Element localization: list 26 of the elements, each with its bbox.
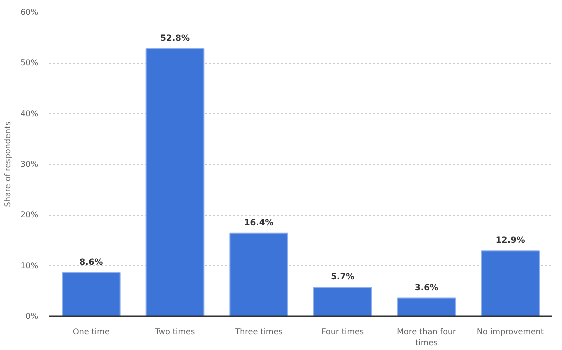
y-tick-label: 10% bbox=[20, 261, 39, 270]
data-label: 16.4% bbox=[244, 218, 274, 228]
bar bbox=[481, 250, 540, 316]
x-tick-label: No improvement bbox=[477, 328, 544, 336]
y-tick-label: 50% bbox=[20, 58, 39, 68]
x-tick-label: More than four times bbox=[397, 328, 458, 348]
y-tick-label: 20% bbox=[20, 210, 39, 220]
bar bbox=[146, 48, 205, 316]
y-tick-label: 0% bbox=[26, 312, 39, 321]
bar bbox=[230, 232, 289, 316]
data-label: 5.7% bbox=[331, 272, 356, 283]
data-label: 12.9% bbox=[496, 236, 526, 246]
x-tick-label: One time bbox=[72, 328, 110, 336]
bar bbox=[313, 287, 372, 316]
data-label: 3.6% bbox=[414, 283, 440, 294]
bar bbox=[62, 272, 121, 316]
x-tick-label: Two times bbox=[154, 328, 196, 336]
x-tick-label: Four times bbox=[322, 328, 364, 336]
y-axis-title: Share of respondents bbox=[4, 122, 13, 208]
y-tick-label: 30% bbox=[20, 160, 39, 169]
data-label: 52.8% bbox=[160, 34, 190, 44]
y-tick-label: 40% bbox=[20, 109, 39, 118]
x-tick-label: Three times bbox=[234, 328, 283, 336]
bar bbox=[397, 298, 456, 316]
y-tick-label: 60% bbox=[20, 8, 39, 17]
data-label: 8.6% bbox=[80, 258, 104, 268]
